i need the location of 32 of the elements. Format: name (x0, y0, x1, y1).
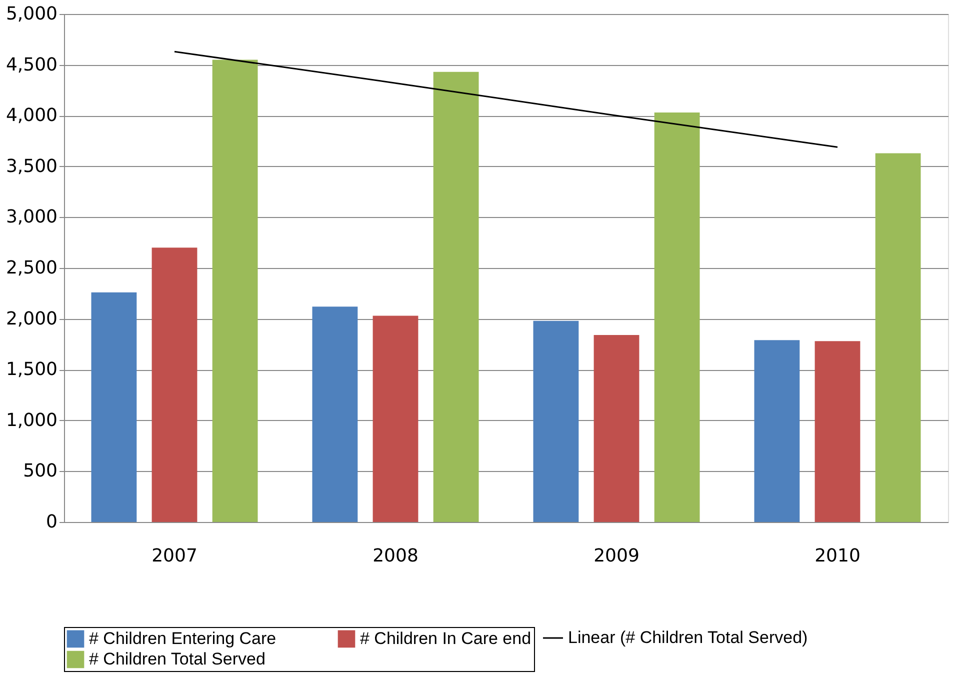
y-tick-label: 1,000 (6, 410, 58, 431)
y-tick-label: 500 (23, 460, 58, 482)
y-tick-label: 4,000 (6, 105, 58, 126)
y-tick-label: 3,500 (6, 156, 58, 177)
x-tick-label: 2007 (152, 546, 198, 566)
legend-label: Linear (# Children Total Served) (568, 628, 808, 647)
bar (754, 340, 800, 522)
y-tick-label: 2,000 (6, 308, 58, 330)
x-tick-label: 2008 (372, 546, 418, 566)
bar (533, 320, 579, 522)
bar (433, 72, 479, 522)
bar (875, 153, 921, 522)
legend-label: # Children In Care end (360, 628, 532, 648)
x-tick-label: 2010 (814, 546, 860, 566)
bar (814, 341, 860, 522)
y-tick-label: 3,000 (6, 206, 58, 228)
y-tick-label: 1,500 (6, 359, 58, 380)
y-tick-label: 2,500 (6, 258, 58, 278)
y-tick-label: 5,000 (6, 4, 58, 24)
y-tick-label: 4,500 (6, 54, 58, 76)
legend-label: # Children Entering Care (89, 628, 276, 648)
bar (91, 292, 137, 522)
y-tick-label: 0 (46, 512, 58, 532)
line-series (174, 50, 838, 148)
bar (312, 306, 358, 522)
bar (212, 60, 258, 522)
bar (372, 316, 418, 522)
legend-label: # Children Total Served (89, 650, 266, 668)
x-tick-label: 2009 (594, 546, 640, 566)
bar (654, 112, 700, 522)
bar (152, 248, 198, 522)
bar (594, 335, 640, 522)
